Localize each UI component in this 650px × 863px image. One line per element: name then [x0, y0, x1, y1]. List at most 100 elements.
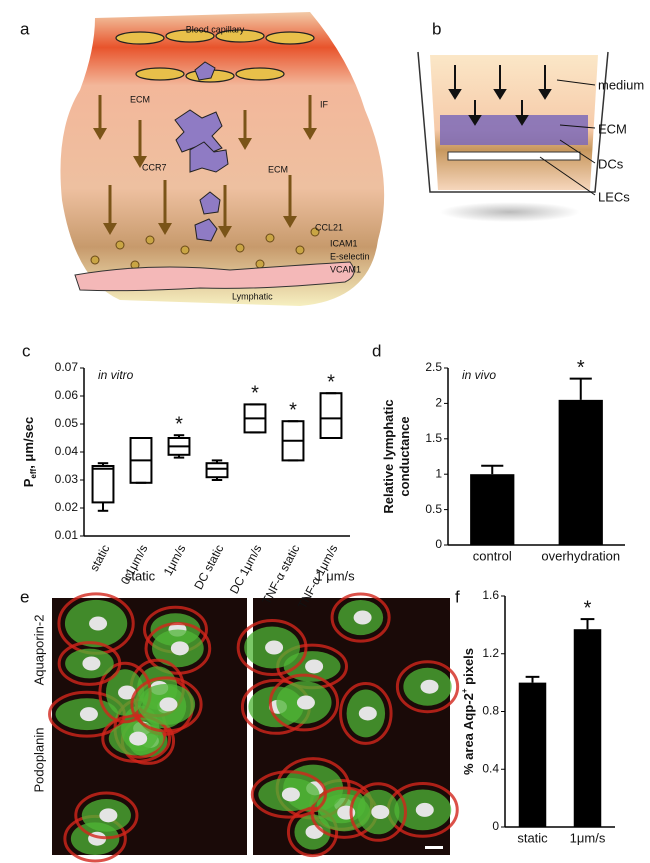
- annotation: in vitro: [98, 368, 134, 382]
- x-tick-label: DC static: [191, 542, 226, 592]
- y-tick-label: 0.07: [55, 360, 79, 374]
- panel-label: a: [20, 19, 30, 38]
- label: medium: [598, 77, 644, 92]
- significance: *: [584, 597, 592, 619]
- cell-membrane: [250, 770, 327, 819]
- significance: *: [327, 371, 335, 393]
- ccl21: [90, 227, 320, 270]
- nucleus: [129, 731, 148, 746]
- panel-label: f: [455, 587, 460, 606]
- bar: [558, 399, 603, 545]
- nucleus: [89, 616, 108, 631]
- significance: *: [175, 413, 183, 435]
- bar: [470, 474, 515, 545]
- y-tick-label: 0.4: [482, 761, 499, 775]
- bar: [518, 682, 547, 827]
- y-tick-label: 0.06: [55, 388, 79, 402]
- y-axis-label-sub: eff: [29, 468, 38, 478]
- y-axis-label-line: conductance: [397, 416, 412, 496]
- y-tick-label: 0.02: [55, 500, 79, 514]
- cell-membrane: [339, 682, 393, 745]
- y-axis-label: Peff, μm/sec: [21, 417, 38, 488]
- nucleus: [420, 679, 439, 694]
- panel-label: b: [432, 19, 441, 38]
- y-axis-label: % area Aqp-2+ pixels: [460, 648, 476, 775]
- nucleus: [415, 802, 434, 817]
- cell-membrane: [395, 660, 460, 714]
- nucleus: [265, 640, 284, 655]
- stain-label: Aquaporin-2: [31, 615, 46, 686]
- x-tick-label: TNF-α static: [259, 542, 302, 607]
- stain-label: Podoplanin: [31, 727, 46, 792]
- cell-membrane: [349, 782, 407, 842]
- scale-bar: [425, 846, 443, 849]
- nucleus: [353, 610, 372, 625]
- image-title: 1 μm/s: [315, 568, 355, 583]
- y-tick-label: 0.8: [482, 704, 499, 718]
- label: IF: [320, 99, 329, 109]
- x-tick-label: overhydration: [541, 548, 620, 563]
- y-tick-label: 0.05: [55, 416, 79, 430]
- y-tick-label: 0: [492, 819, 499, 833]
- significance: *: [577, 357, 585, 379]
- nucleus: [281, 787, 300, 802]
- y-tick-label: 1.5: [425, 431, 442, 445]
- panel-label: d: [372, 341, 381, 360]
- x-tick-label: control: [473, 548, 512, 563]
- y-tick-label: 1: [435, 466, 442, 480]
- diagram-b: medium ECM DCs LECs: [417, 51, 644, 222]
- y-tick-label: 1.6: [482, 588, 499, 602]
- y-tick-label: 0.03: [55, 472, 79, 486]
- cell-membrane: [330, 592, 391, 643]
- x-tick-label: 1μm/s: [570, 830, 606, 845]
- nucleus: [99, 808, 118, 823]
- nucleus: [118, 685, 137, 700]
- nucleus: [305, 824, 324, 839]
- cell-membrane: [268, 673, 340, 732]
- nucleus: [82, 656, 101, 671]
- label: CCR7: [142, 162, 167, 172]
- y-tick-label: 2.5: [425, 360, 442, 374]
- significance: *: [289, 399, 297, 421]
- micrographs: [48, 592, 460, 863]
- box: [91, 465, 115, 504]
- y-axis-label-part: , μm/sec: [21, 417, 36, 469]
- nucleus: [159, 697, 178, 712]
- y-tick-label: 0.01: [55, 528, 79, 542]
- cell-membrane: [74, 791, 139, 840]
- annotation: in vivo: [462, 368, 496, 382]
- dc-cells: [174, 61, 229, 242]
- y-axis-label-part: pixels: [461, 648, 476, 688]
- capillary: [115, 29, 315, 83]
- nucleus: [358, 706, 377, 721]
- label: DCs: [598, 156, 624, 171]
- y-tick-label: 1.2: [482, 646, 499, 660]
- significance: *: [251, 383, 259, 405]
- y-axis-label-part: P: [21, 478, 36, 487]
- flow-arrows: [93, 95, 317, 238]
- nucleus: [79, 707, 98, 722]
- image-title: static: [125, 568, 156, 583]
- nucleus: [170, 641, 189, 656]
- label: E-selectin: [330, 251, 370, 261]
- lymphatic-vessel: [74, 261, 355, 292]
- nucleus: [371, 805, 390, 820]
- diagram-a: Blood capillary IF ECM CCR7 ECM CCL21 IC…: [60, 12, 385, 306]
- label: ECM: [598, 121, 627, 136]
- label: ECM: [130, 94, 150, 104]
- x-tick-label: DC 1μm/s: [227, 542, 265, 596]
- label: CCL21: [315, 222, 343, 232]
- y-axis-label-line: Relative lymphatic: [381, 399, 396, 513]
- y-axis-label-part: % area Aqp-2: [461, 693, 476, 775]
- y-tick-label: 0.5: [425, 502, 442, 516]
- cell-membrane: [130, 676, 203, 733]
- nucleus: [305, 659, 324, 674]
- x-tick-label: static: [87, 542, 113, 573]
- y-tick-label: 0.04: [55, 444, 79, 458]
- cell-membrane: [57, 641, 122, 686]
- y-axis-label-sup: +: [460, 688, 469, 693]
- box: [319, 392, 343, 440]
- label: Blood capillary: [186, 24, 245, 34]
